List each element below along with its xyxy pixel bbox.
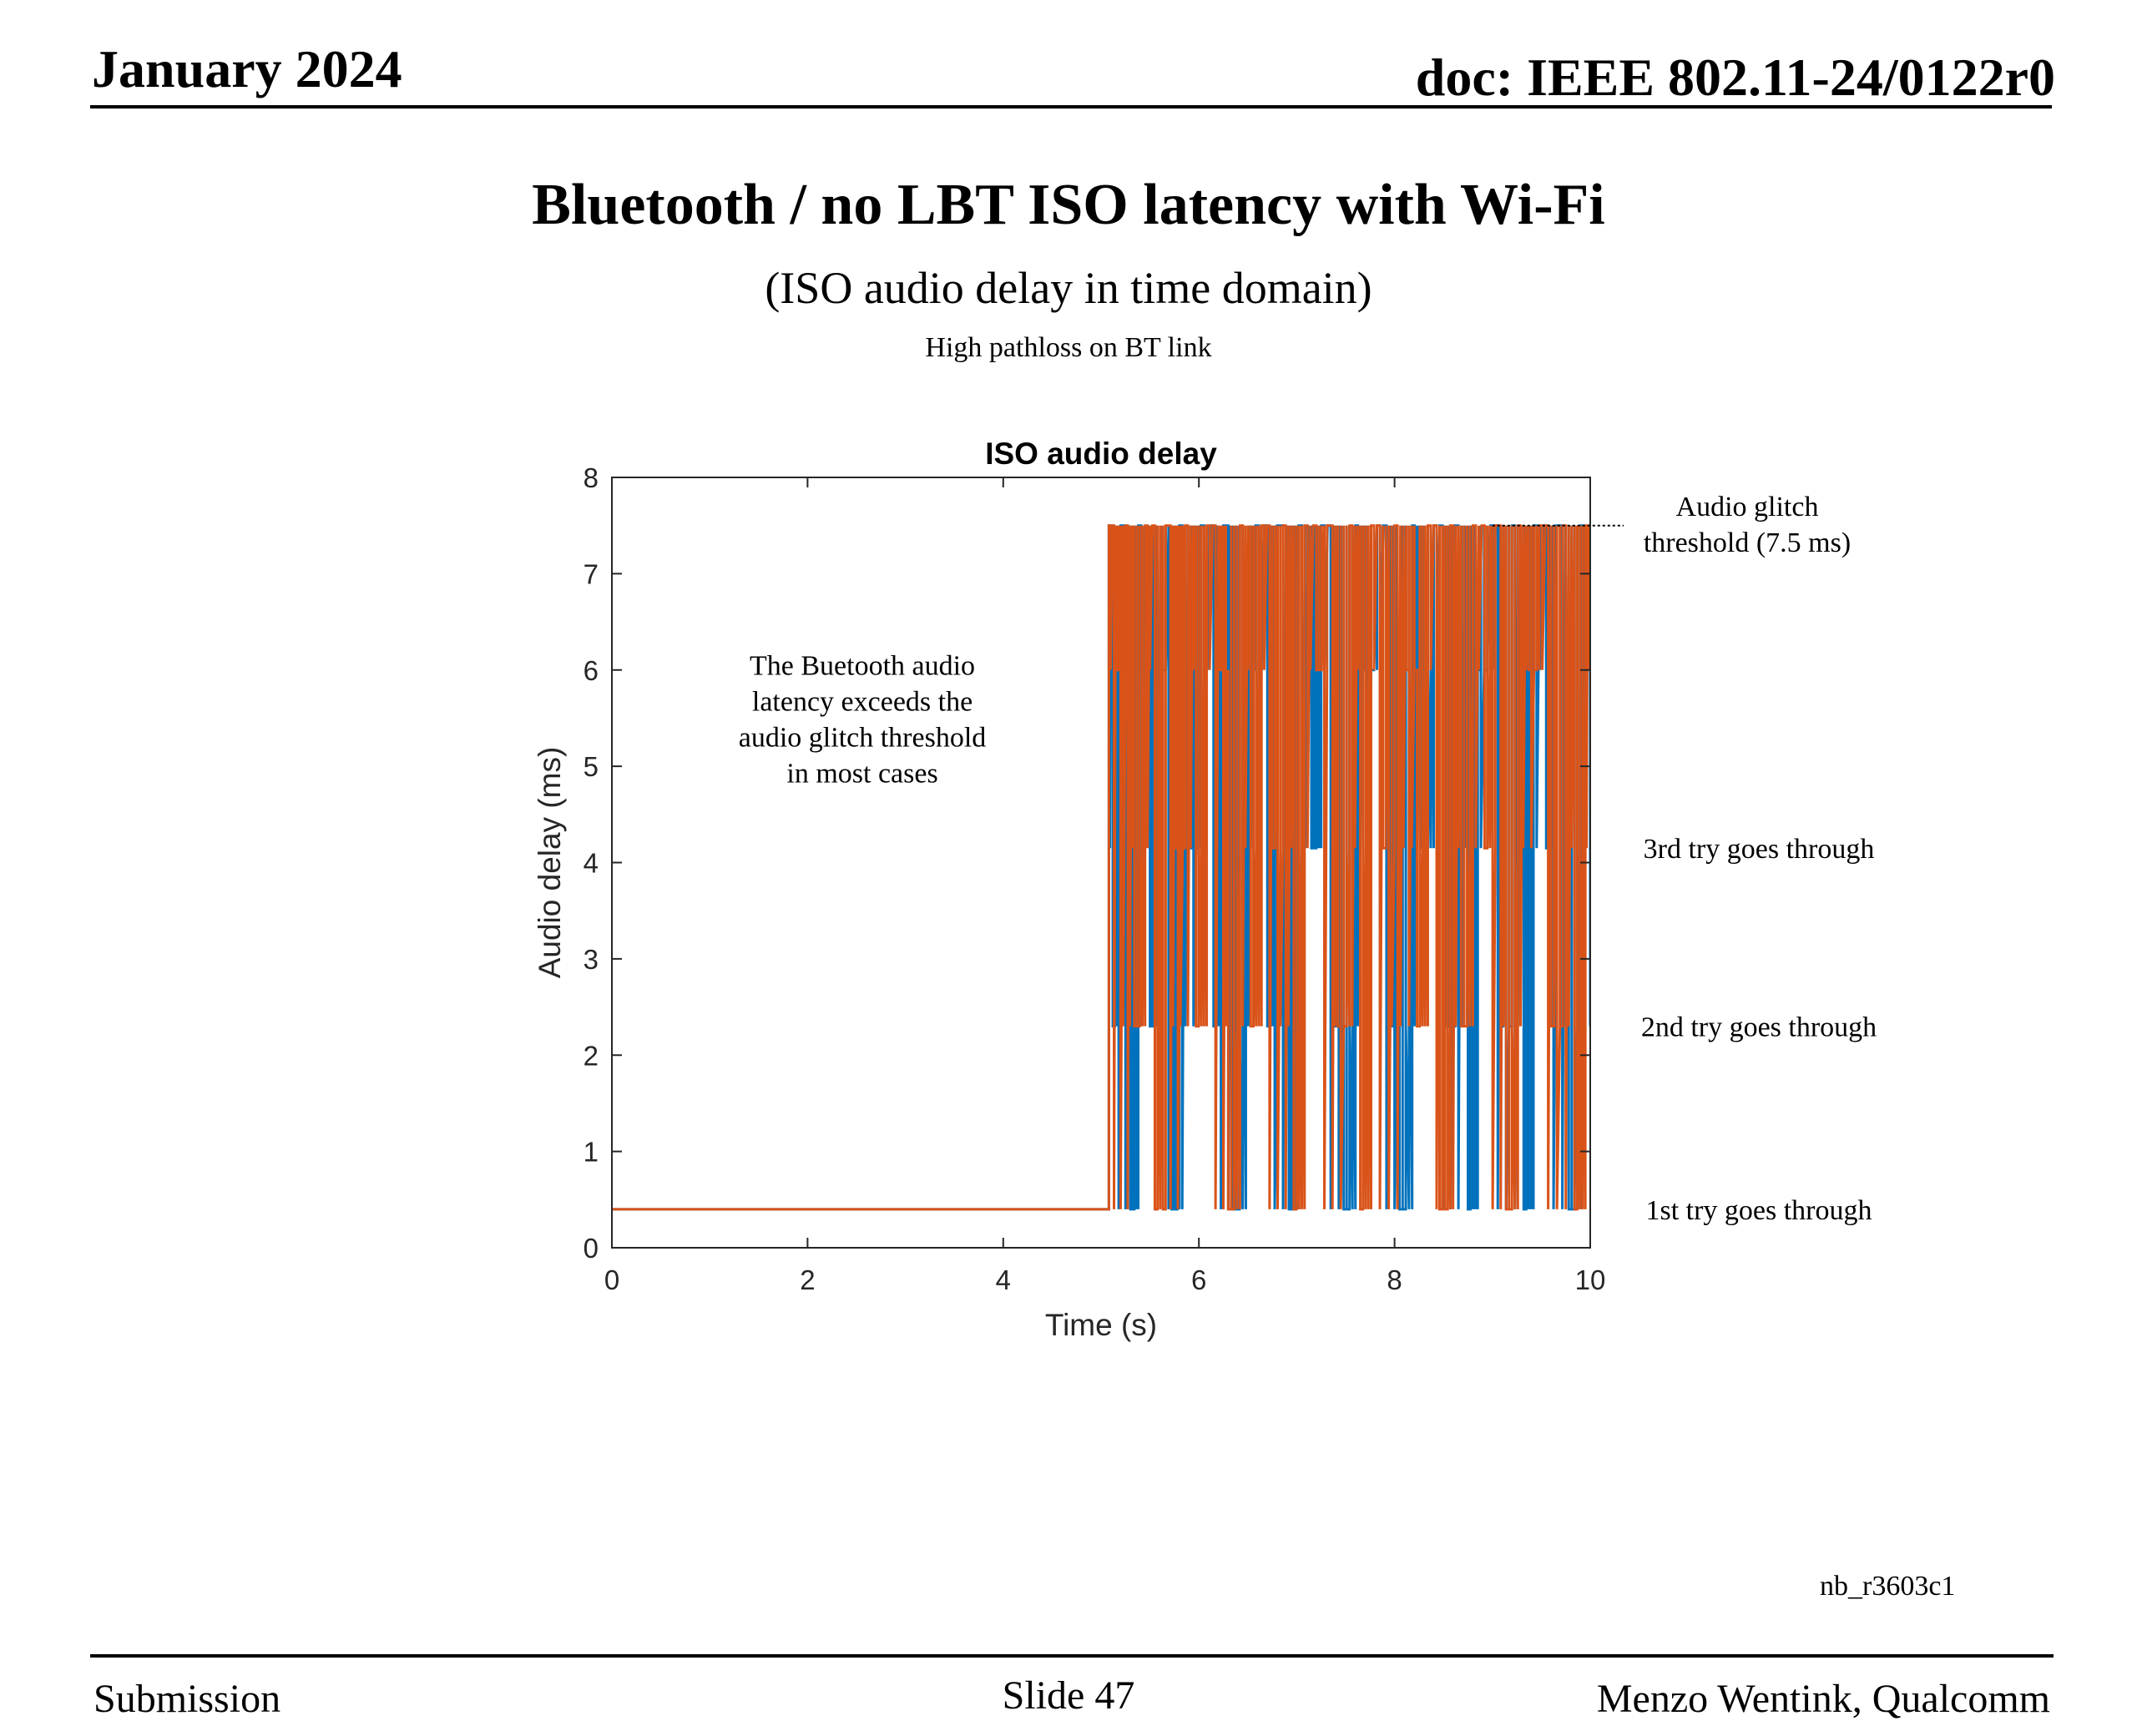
annotation-glitch: Audio glitch threshold (7.5 ms) xyxy=(1644,492,1851,558)
y-tick-label: 5 xyxy=(584,751,599,782)
footer-slide-number: Slide 47 xyxy=(1002,1673,1135,1718)
chart-title: ISO audio delay xyxy=(985,437,1217,471)
y-tick-label: 6 xyxy=(584,655,599,686)
slide-caption: High pathloss on BT link xyxy=(925,332,1212,363)
y-tick-label: 2 xyxy=(584,1040,599,1071)
x-tick-label: 8 xyxy=(1387,1264,1402,1295)
annotation-line: The Buetooth audio xyxy=(750,651,975,682)
annotation-line: 3rd try goes through xyxy=(1644,834,1875,865)
slide-subtitle: (ISO audio delay in time domain) xyxy=(765,263,1372,313)
y-tick-label: 4 xyxy=(584,848,599,879)
x-tick-label: 0 xyxy=(604,1264,619,1295)
annotation-line: latency exceeds the xyxy=(752,687,973,718)
annotation-line: 2nd try goes through xyxy=(1641,1012,1877,1043)
reference-id: nb_r3603c1 xyxy=(1820,1571,1956,1602)
header-doc-id: doc: IEEE 802.11-24/0122r0 xyxy=(1415,48,2055,107)
annotation-line: 1st try goes through xyxy=(1645,1195,1872,1226)
header-date: January 2024 xyxy=(92,39,402,98)
x-axis-label: Time (s) xyxy=(1045,1308,1157,1342)
y-tick-label: 7 xyxy=(584,558,599,589)
annotation-line: threshold (7.5 ms) xyxy=(1644,527,1851,558)
annotation-try1: 1st try goes through xyxy=(1645,1195,1872,1226)
annotation-try3: 3rd try goes through xyxy=(1644,834,1875,865)
y-tick-label: 3 xyxy=(584,944,599,975)
header-rule xyxy=(90,105,2052,108)
annotation-line: Audio glitch xyxy=(1676,492,1819,522)
slide-title: Bluetooth / no LBT ISO latency with Wi-F… xyxy=(532,173,1605,237)
y-tick-label: 0 xyxy=(584,1233,599,1264)
y-tick-label: 1 xyxy=(584,1137,599,1168)
annotation-line: in most cases xyxy=(786,759,937,790)
x-tick-label: 2 xyxy=(800,1264,815,1295)
footer-author: Menzo Wentink, Qualcomm xyxy=(1596,1677,2050,1721)
annotation-line: audio glitch threshold xyxy=(739,723,987,754)
annotation-note: The Buetooth audio latency exceeds the aud… xyxy=(739,651,987,790)
y-tick-label: 8 xyxy=(584,462,599,493)
y-axis-label: Audio delay (ms) xyxy=(533,747,567,979)
x-tick-label: 10 xyxy=(1575,1264,1606,1295)
footer-submission: Submission xyxy=(93,1677,281,1721)
footer-rule xyxy=(90,1654,2054,1658)
annotation-try2: 2nd try goes through xyxy=(1641,1012,1877,1043)
x-tick-label: 6 xyxy=(1191,1264,1206,1295)
series-group xyxy=(612,524,1590,1211)
series-line-2 xyxy=(612,524,1590,1211)
x-tick-label: 4 xyxy=(996,1264,1011,1295)
